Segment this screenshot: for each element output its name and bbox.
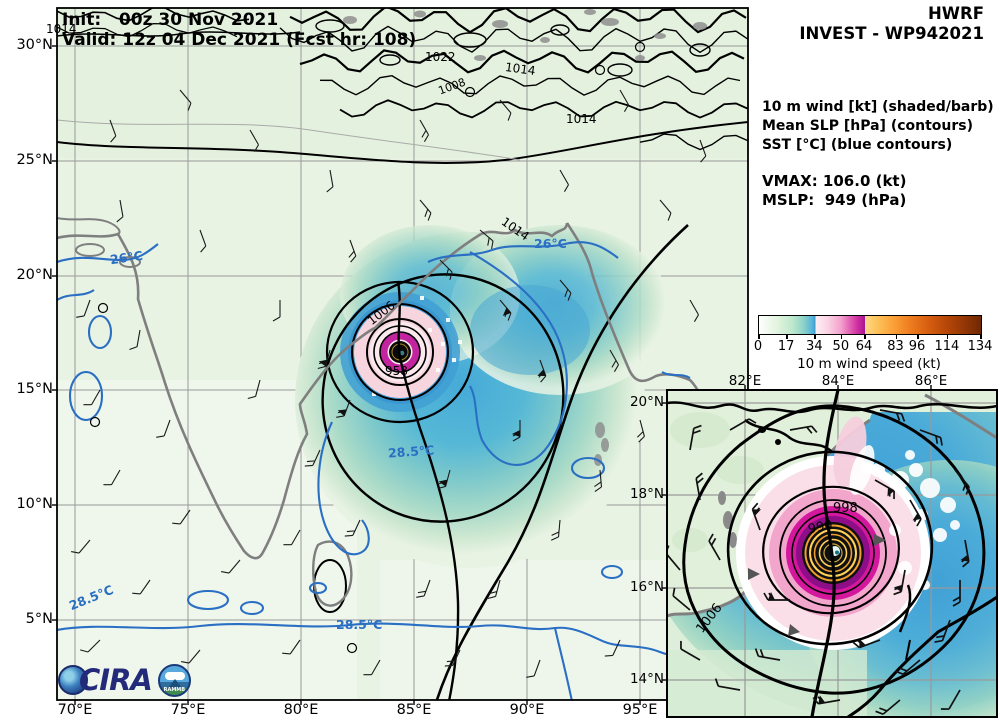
model-name: HWRF <box>928 4 984 23</box>
colorbar-tick-mark <box>917 334 919 339</box>
slp-contour-label: 1014 <box>566 112 597 126</box>
inset-map-border <box>666 389 998 718</box>
inset-x-tick-2: 86°E <box>914 373 948 389</box>
main-map <box>57 8 748 700</box>
colorbar-tick-label: 96 <box>908 339 926 354</box>
sst-contour-label: 28.5°C <box>336 617 383 632</box>
colorbar-tick-label: 0 <box>753 339 763 354</box>
colorbar-tick-mark <box>786 334 788 339</box>
cira-rammb-logo: CIRA RAMMB <box>58 661 191 699</box>
inset-y-tick-2: 16°N <box>629 579 664 595</box>
slp-contour-label: 1022 <box>425 50 456 64</box>
colorbar-tick-label: 50 <box>832 339 850 354</box>
main-y-tick-1: 25°N <box>16 152 53 168</box>
colorbar-tick-label: 134 <box>967 339 993 354</box>
rammb-badge-text: RAMMB <box>163 686 186 693</box>
mountain-icon <box>166 678 183 689</box>
main-x-tick-2: 80°E <box>283 702 319 718</box>
legend-sst: SST [°C] (blue contours) <box>762 137 953 153</box>
inset-y-tick-1: 18°N <box>629 486 664 502</box>
colorbar-tick-label: 83 <box>887 339 904 354</box>
rammb-badge-icon: RAMMB <box>157 663 191 697</box>
main-map-border <box>56 7 749 701</box>
wind-speed-colorbar <box>758 315 982 335</box>
storm-id: INVEST - WP942021 <box>799 24 984 43</box>
colorbar-tick-mark <box>946 334 949 339</box>
main-y-tick-2: 20°N <box>16 267 53 283</box>
colorbar-tick-label: 34 <box>806 339 823 354</box>
colorbar-tick-mark <box>980 334 982 339</box>
main-x-tick-0: 70°E <box>57 702 93 718</box>
cloud-icon <box>164 671 185 680</box>
cira-logo-text: CIRA <box>79 663 153 697</box>
globe-icon <box>58 665 88 695</box>
legend-wind: 10 m wind [kt] (shaded/barb) <box>762 99 994 115</box>
colorbar-tick-mark <box>840 334 843 339</box>
main-x-tick-5: 95°E <box>622 702 658 718</box>
init-time-label: Init: 00z 30 Nov 2021 <box>62 10 279 30</box>
slp-contour-label: 1014 <box>46 22 77 36</box>
main-x-tick-1: 75°E <box>170 702 206 718</box>
colorbar-tick-mark <box>864 334 866 339</box>
main-y-tick-3: 15°N <box>16 381 53 397</box>
inset-x-tick-0: 82°E <box>728 373 762 389</box>
inset-y-tick-0: 20°N <box>629 394 664 410</box>
main-x-tick-3: 85°E <box>396 702 432 718</box>
main-y-tick-0: 30°N <box>16 37 53 53</box>
sst-contour-label: 28.5°C <box>387 442 435 461</box>
colorbar-tick-label: 17 <box>777 339 795 354</box>
colorbar-title: 10 m wind speed (kt) <box>797 356 941 372</box>
colorbar-tick-label: 64 <box>855 339 873 354</box>
slp-contour-label: 958 <box>385 364 408 378</box>
inset-map <box>667 390 997 717</box>
legend-slp: Mean SLP [hPa] (contours) <box>762 118 974 134</box>
inset-y-tick-3: 14°N <box>629 671 664 687</box>
main-y-tick-5: 5°N <box>25 611 53 627</box>
colorbar-tick-mark <box>895 334 897 339</box>
sst-contour-label: 26°C <box>534 236 567 251</box>
colorbar-tick-label: 114 <box>934 339 960 354</box>
main-x-tick-4: 90°E <box>509 702 545 718</box>
colorbar-tick-mark <box>758 334 760 339</box>
mslp-value: MSLP: 949 (hPa) <box>762 191 907 209</box>
valid-time-label: Valid: 12z 04 Dec 2021 (Fcst hr: 108) <box>62 30 417 50</box>
main-y-tick-4: 10°N <box>16 496 53 512</box>
colorbar-tick-mark <box>814 334 816 339</box>
vmax-value: VMAX: 106.0 (kt) <box>762 172 907 190</box>
slp-contour-label-inset: 998 <box>833 501 858 516</box>
inset-x-tick-1: 84°E <box>821 373 855 389</box>
